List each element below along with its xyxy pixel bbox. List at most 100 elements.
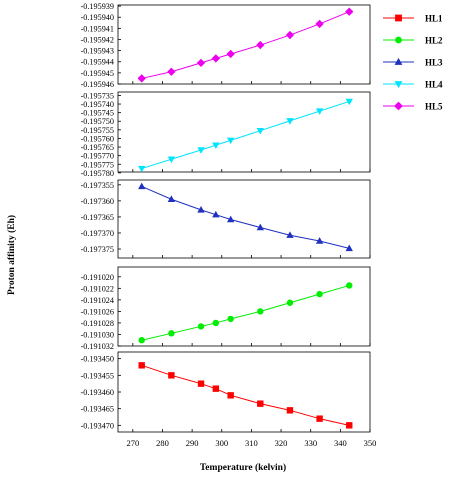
x-tick-label: 320 [275,438,288,448]
data-point-hl3 [167,195,176,202]
data-point-hl2 [197,323,205,330]
data-point-hl4 [345,98,353,106]
y-tick-label: -0.195780 [81,169,114,178]
legend-item-hl2: HL2 [383,36,443,46]
data-point-hl1 [227,392,234,399]
data-point-hl4 [197,147,205,154]
x-tick-label: 280 [156,438,169,448]
y-tick-label: -0.193450 [81,355,114,364]
data-point-hl3 [197,206,205,213]
data-point-hl4 [138,165,146,173]
chart-panels: -0.195939 -0.195940 -0.195941 -0.195942 -0.1… [81,2,371,433]
x-tick-label: 330 [304,438,317,448]
x-tick-label: 290 [186,438,199,448]
y-tick-label: -0.197370 [81,229,114,238]
legend-label: HL4 [425,80,443,90]
legend-item-hl3: HL3 [383,58,443,68]
data-point-hl4 [226,137,235,145]
legend-item-hl1: HL1 [383,14,443,24]
panel-frame [117,351,371,433]
y-tick-label: -0.195735 [81,91,114,100]
data-point-hl2 [138,337,145,344]
y-tick-label: -0.193460 [81,388,114,397]
data-point-hl1 [212,385,220,392]
data-point-hl2 [346,282,353,289]
y-tick-label: -0.195755 [81,126,114,135]
data-point-hl1 [197,380,205,387]
legend: HL1 HL2 HL3 HL4 HL5 [383,14,443,112]
y-tick-label: -0.195944 [81,58,114,67]
x-tick-label: 310 [245,438,258,448]
y-tick-label: -0.195942 [81,35,114,44]
y-tick-label: -0.191032 [81,342,114,351]
data-point-hl5 [315,19,324,29]
panel-frame [117,179,371,259]
data-point-hl5 [211,54,220,63]
data-point-hl2 [227,315,234,323]
data-point-hl3 [345,244,353,252]
data-point-hl1 [168,372,175,379]
y-tick-label: -0.195943 [81,47,114,56]
x-axis: 270 280 290 300 310 320 330 340 350 [126,438,376,448]
legend-marker-hl3 [394,57,403,65]
y-tick-label: -0.195946 [81,80,114,89]
legend-label: HL1 [425,14,443,24]
data-point-hl2 [286,299,294,306]
y-tick-label: -0.193465 [81,405,114,414]
y-tick-label: -0.191026 [81,307,114,316]
data-point-hl1 [286,407,294,414]
data-point-hl3 [315,237,324,244]
panel-hl2: -0.191020 -0.191022 -0.191024 -0.191026 -0.1… [81,266,371,351]
y-tick-label: -0.191028 [81,319,114,328]
x-axis-title: Temperature (kelvin) [200,462,286,473]
y-tick-label: -0.191022 [81,284,114,293]
x-tick-label: 270 [126,438,139,448]
series-line-hl3 [141,185,350,249]
panel-frame [117,266,371,347]
data-point-hl4 [167,156,176,164]
data-point-hl5 [196,58,206,68]
y-tick-label: -0.195745 [81,109,114,118]
data-point-hl3 [212,210,220,218]
y-tick-label: -0.195760 [81,134,114,143]
data-point-hl2 [316,290,323,298]
y-tick-label: -0.197355 [81,181,114,190]
legend-label: HL2 [425,36,443,46]
legend-item-hl4: HL4 [383,80,443,90]
data-point-hl5 [226,49,235,59]
legend-marker-hl2 [395,36,402,44]
legend-marker-hl5 [394,101,403,111]
data-point-hl5 [256,40,265,50]
panel-hl3: -0.197355 -0.197360 -0.197365 -0.197370 -0.1… [81,179,371,259]
x-tick-label: 300 [215,438,228,448]
panel-frame [117,4,371,85]
data-point-hl1 [138,362,145,369]
legend-marker-hl1 [395,14,402,22]
data-point-hl3 [138,182,146,190]
y-tick-label: -0.195945 [81,69,114,78]
y-tick-label: -0.195939 [81,2,114,11]
y-tick-label: -0.195940 [81,13,114,22]
legend-label: HL3 [425,58,443,68]
y-tick-label: -0.195765 [81,143,114,152]
data-point-hl1 [316,415,323,422]
panel-hl1: -0.193450 -0.193455 -0.193460 -0.193465 -0.1… [81,351,371,433]
y-axis-title: Proton affinity (Eh) [6,215,17,295]
y-tick-label: -0.191020 [81,273,114,282]
panel-hl5: -0.195939 -0.195940 -0.195941 -0.195942 -0.1… [81,2,371,89]
panel-hl4: -0.195735-0.195740-0.195745-0.195750-0.1… [81,91,371,178]
data-point-hl3 [256,223,264,231]
data-point-hl5 [137,74,146,83]
legend-label: HL5 [425,102,443,112]
y-tick-label: -0.195740 [81,100,114,109]
data-point-hl1 [346,422,353,429]
panel-frame [117,91,371,173]
y-tick-label: -0.195770 [81,152,114,161]
data-point-hl4 [286,118,294,125]
y-tick-label: -0.195750 [81,117,114,126]
y-tick-label: -0.193470 [81,421,114,430]
legend-marker-hl4 [394,81,403,89]
data-point-hl2 [212,319,220,327]
x-tick-label: 340 [334,438,347,448]
y-tick-label: -0.195775 [81,160,114,169]
